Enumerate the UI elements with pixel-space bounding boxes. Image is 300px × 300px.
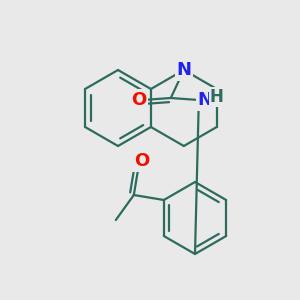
Text: O: O xyxy=(131,91,146,109)
Text: H: H xyxy=(210,88,224,106)
Text: N: N xyxy=(176,61,191,79)
Text: N: N xyxy=(197,91,212,109)
Text: O: O xyxy=(134,152,149,170)
